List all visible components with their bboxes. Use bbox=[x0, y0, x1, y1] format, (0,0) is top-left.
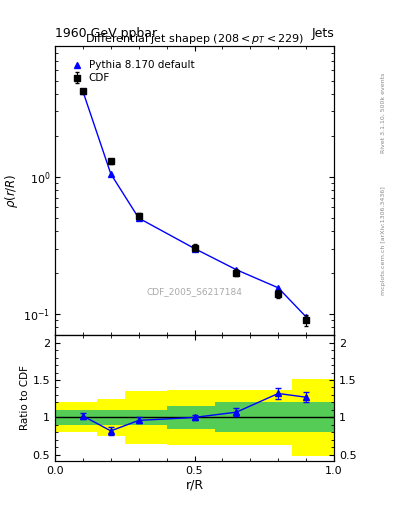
Y-axis label: Ratio to CDF: Ratio to CDF bbox=[20, 366, 30, 431]
Pythia 8.170 default bbox=[81, 89, 85, 95]
Line: Pythia 8.170 default: Pythia 8.170 default bbox=[80, 88, 309, 320]
Pythia 8.170 default bbox=[192, 245, 197, 251]
Text: Jets: Jets bbox=[311, 27, 334, 40]
X-axis label: r/R: r/R bbox=[185, 478, 204, 492]
Text: mcplots.cern.ch [arXiv:1306.3436]: mcplots.cern.ch [arXiv:1306.3436] bbox=[381, 186, 386, 295]
Title: Differential jet shapep $(208 < p_T < 229)$: Differential jet shapep $(208 < p_T < 22… bbox=[85, 32, 304, 46]
Pythia 8.170 default bbox=[304, 314, 309, 320]
Text: Rivet 3.1.10, 500k events: Rivet 3.1.10, 500k events bbox=[381, 73, 386, 153]
Pythia 8.170 default bbox=[234, 267, 239, 273]
Pythia 8.170 default bbox=[136, 215, 141, 221]
Pythia 8.170 default bbox=[108, 171, 113, 177]
Y-axis label: $\rho(r/R)$: $\rho(r/R)$ bbox=[4, 174, 20, 208]
Pythia 8.170 default bbox=[276, 285, 281, 291]
Text: 1960 GeV ppbar: 1960 GeV ppbar bbox=[55, 27, 157, 40]
Text: CDF_2005_S6217184: CDF_2005_S6217184 bbox=[147, 287, 242, 296]
Legend: Pythia 8.170 default, CDF: Pythia 8.170 default, CDF bbox=[66, 57, 197, 87]
